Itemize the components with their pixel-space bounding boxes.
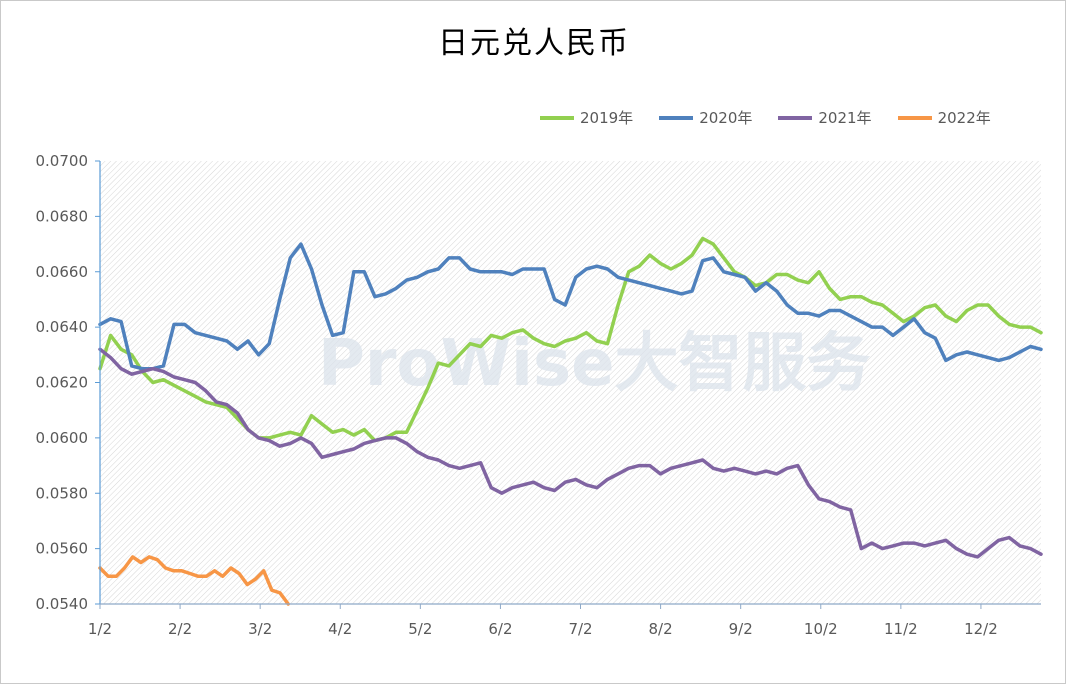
plot-area xyxy=(100,161,1041,604)
x-tick-label: 3/2 xyxy=(248,620,272,638)
legend-label-2021: 2021年 xyxy=(818,109,872,127)
x-tick-label: 12/2 xyxy=(964,620,998,638)
x-tick-label: 8/2 xyxy=(649,620,673,638)
legend-item-2020[interactable]: 2020年 xyxy=(659,107,752,128)
y-tick-label: 0.0640 xyxy=(36,318,89,336)
legend-label-2020: 2020年 xyxy=(699,109,753,127)
y-tick-label: 0.0620 xyxy=(36,374,89,392)
y-tick-label: 0.0540 xyxy=(36,595,89,613)
y-tick-label: 0.0700 xyxy=(36,152,89,170)
y-tick-label: 0.0560 xyxy=(36,540,89,558)
x-tick-label: 4/2 xyxy=(328,620,352,638)
x-tick-label: 7/2 xyxy=(568,620,592,638)
x-tick-label: 5/2 xyxy=(408,620,432,638)
legend-swatch-2019 xyxy=(540,115,574,120)
y-tick-label: 0.0600 xyxy=(36,429,89,447)
chart-legend: 2019年 2020年 2021年 2022年 xyxy=(540,107,1017,128)
y-tick-label: 0.0660 xyxy=(36,263,89,281)
legend-swatch-2021 xyxy=(778,115,813,120)
x-tick-label: 10/2 xyxy=(804,620,838,638)
series-line-2020[interactable] xyxy=(98,242,1043,371)
legend-swatch-2020 xyxy=(659,115,694,120)
x-tick-label: 2/2 xyxy=(168,620,192,638)
x-tick-label: 11/2 xyxy=(884,620,918,638)
legend-item-2022[interactable]: 2022年 xyxy=(897,107,991,128)
series-line-2022[interactable] xyxy=(98,555,290,606)
legend-swatch-2022 xyxy=(897,115,932,120)
series-line-2021[interactable] xyxy=(98,347,1043,559)
y-tick-label: 0.0680 xyxy=(36,207,89,225)
x-tick-label: 1/2 xyxy=(88,620,112,638)
legend-item-2019[interactable]: 2019年 xyxy=(540,107,633,128)
chart-title: 日元兑人民币 xyxy=(438,26,630,61)
legend-label-2019: 2019年 xyxy=(580,109,634,127)
x-tick-label: 6/2 xyxy=(488,620,512,638)
y-tick-label: 0.0580 xyxy=(36,484,89,502)
legend-item-2021[interactable]: 2021年 xyxy=(778,107,872,128)
x-tick-label: 9/2 xyxy=(729,620,753,638)
legend-label-2022: 2022年 xyxy=(937,109,991,127)
